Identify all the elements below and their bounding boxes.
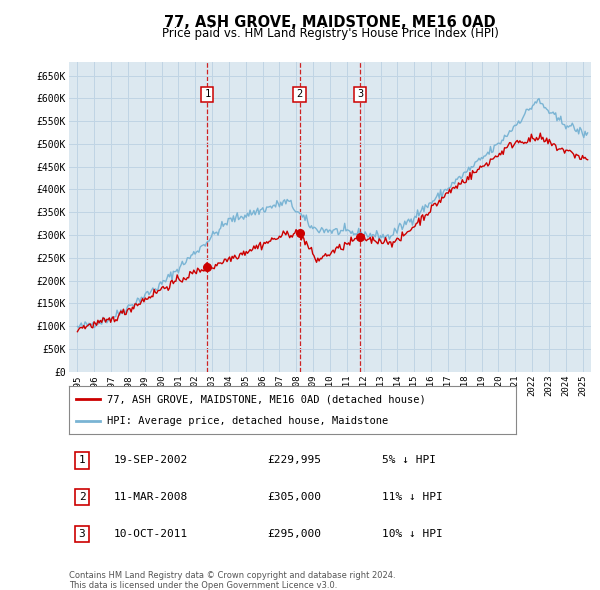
Text: 10-OCT-2011: 10-OCT-2011 — [113, 529, 188, 539]
Text: 3: 3 — [357, 90, 363, 100]
Text: £295,000: £295,000 — [268, 529, 322, 539]
Text: £229,995: £229,995 — [268, 455, 322, 466]
Text: £305,000: £305,000 — [268, 492, 322, 502]
Text: 77, ASH GROVE, MAIDSTONE, ME16 0AD: 77, ASH GROVE, MAIDSTONE, ME16 0AD — [164, 15, 496, 30]
Text: Price paid vs. HM Land Registry's House Price Index (HPI): Price paid vs. HM Land Registry's House … — [161, 27, 499, 40]
Text: 1: 1 — [79, 455, 85, 466]
Text: 2: 2 — [79, 492, 85, 502]
Text: Contains HM Land Registry data © Crown copyright and database right 2024.: Contains HM Land Registry data © Crown c… — [69, 571, 395, 579]
Text: 1: 1 — [204, 90, 211, 100]
Text: 77, ASH GROVE, MAIDSTONE, ME16 0AD (detached house): 77, ASH GROVE, MAIDSTONE, ME16 0AD (deta… — [107, 394, 426, 404]
Text: 10% ↓ HPI: 10% ↓ HPI — [382, 529, 443, 539]
Text: HPI: Average price, detached house, Maidstone: HPI: Average price, detached house, Maid… — [107, 416, 388, 426]
Text: 2: 2 — [296, 90, 302, 100]
Text: 11% ↓ HPI: 11% ↓ HPI — [382, 492, 443, 502]
Text: 19-SEP-2002: 19-SEP-2002 — [113, 455, 188, 466]
Text: 11-MAR-2008: 11-MAR-2008 — [113, 492, 188, 502]
Text: 5% ↓ HPI: 5% ↓ HPI — [382, 455, 436, 466]
Text: 3: 3 — [79, 529, 85, 539]
Text: This data is licensed under the Open Government Licence v3.0.: This data is licensed under the Open Gov… — [69, 581, 337, 590]
